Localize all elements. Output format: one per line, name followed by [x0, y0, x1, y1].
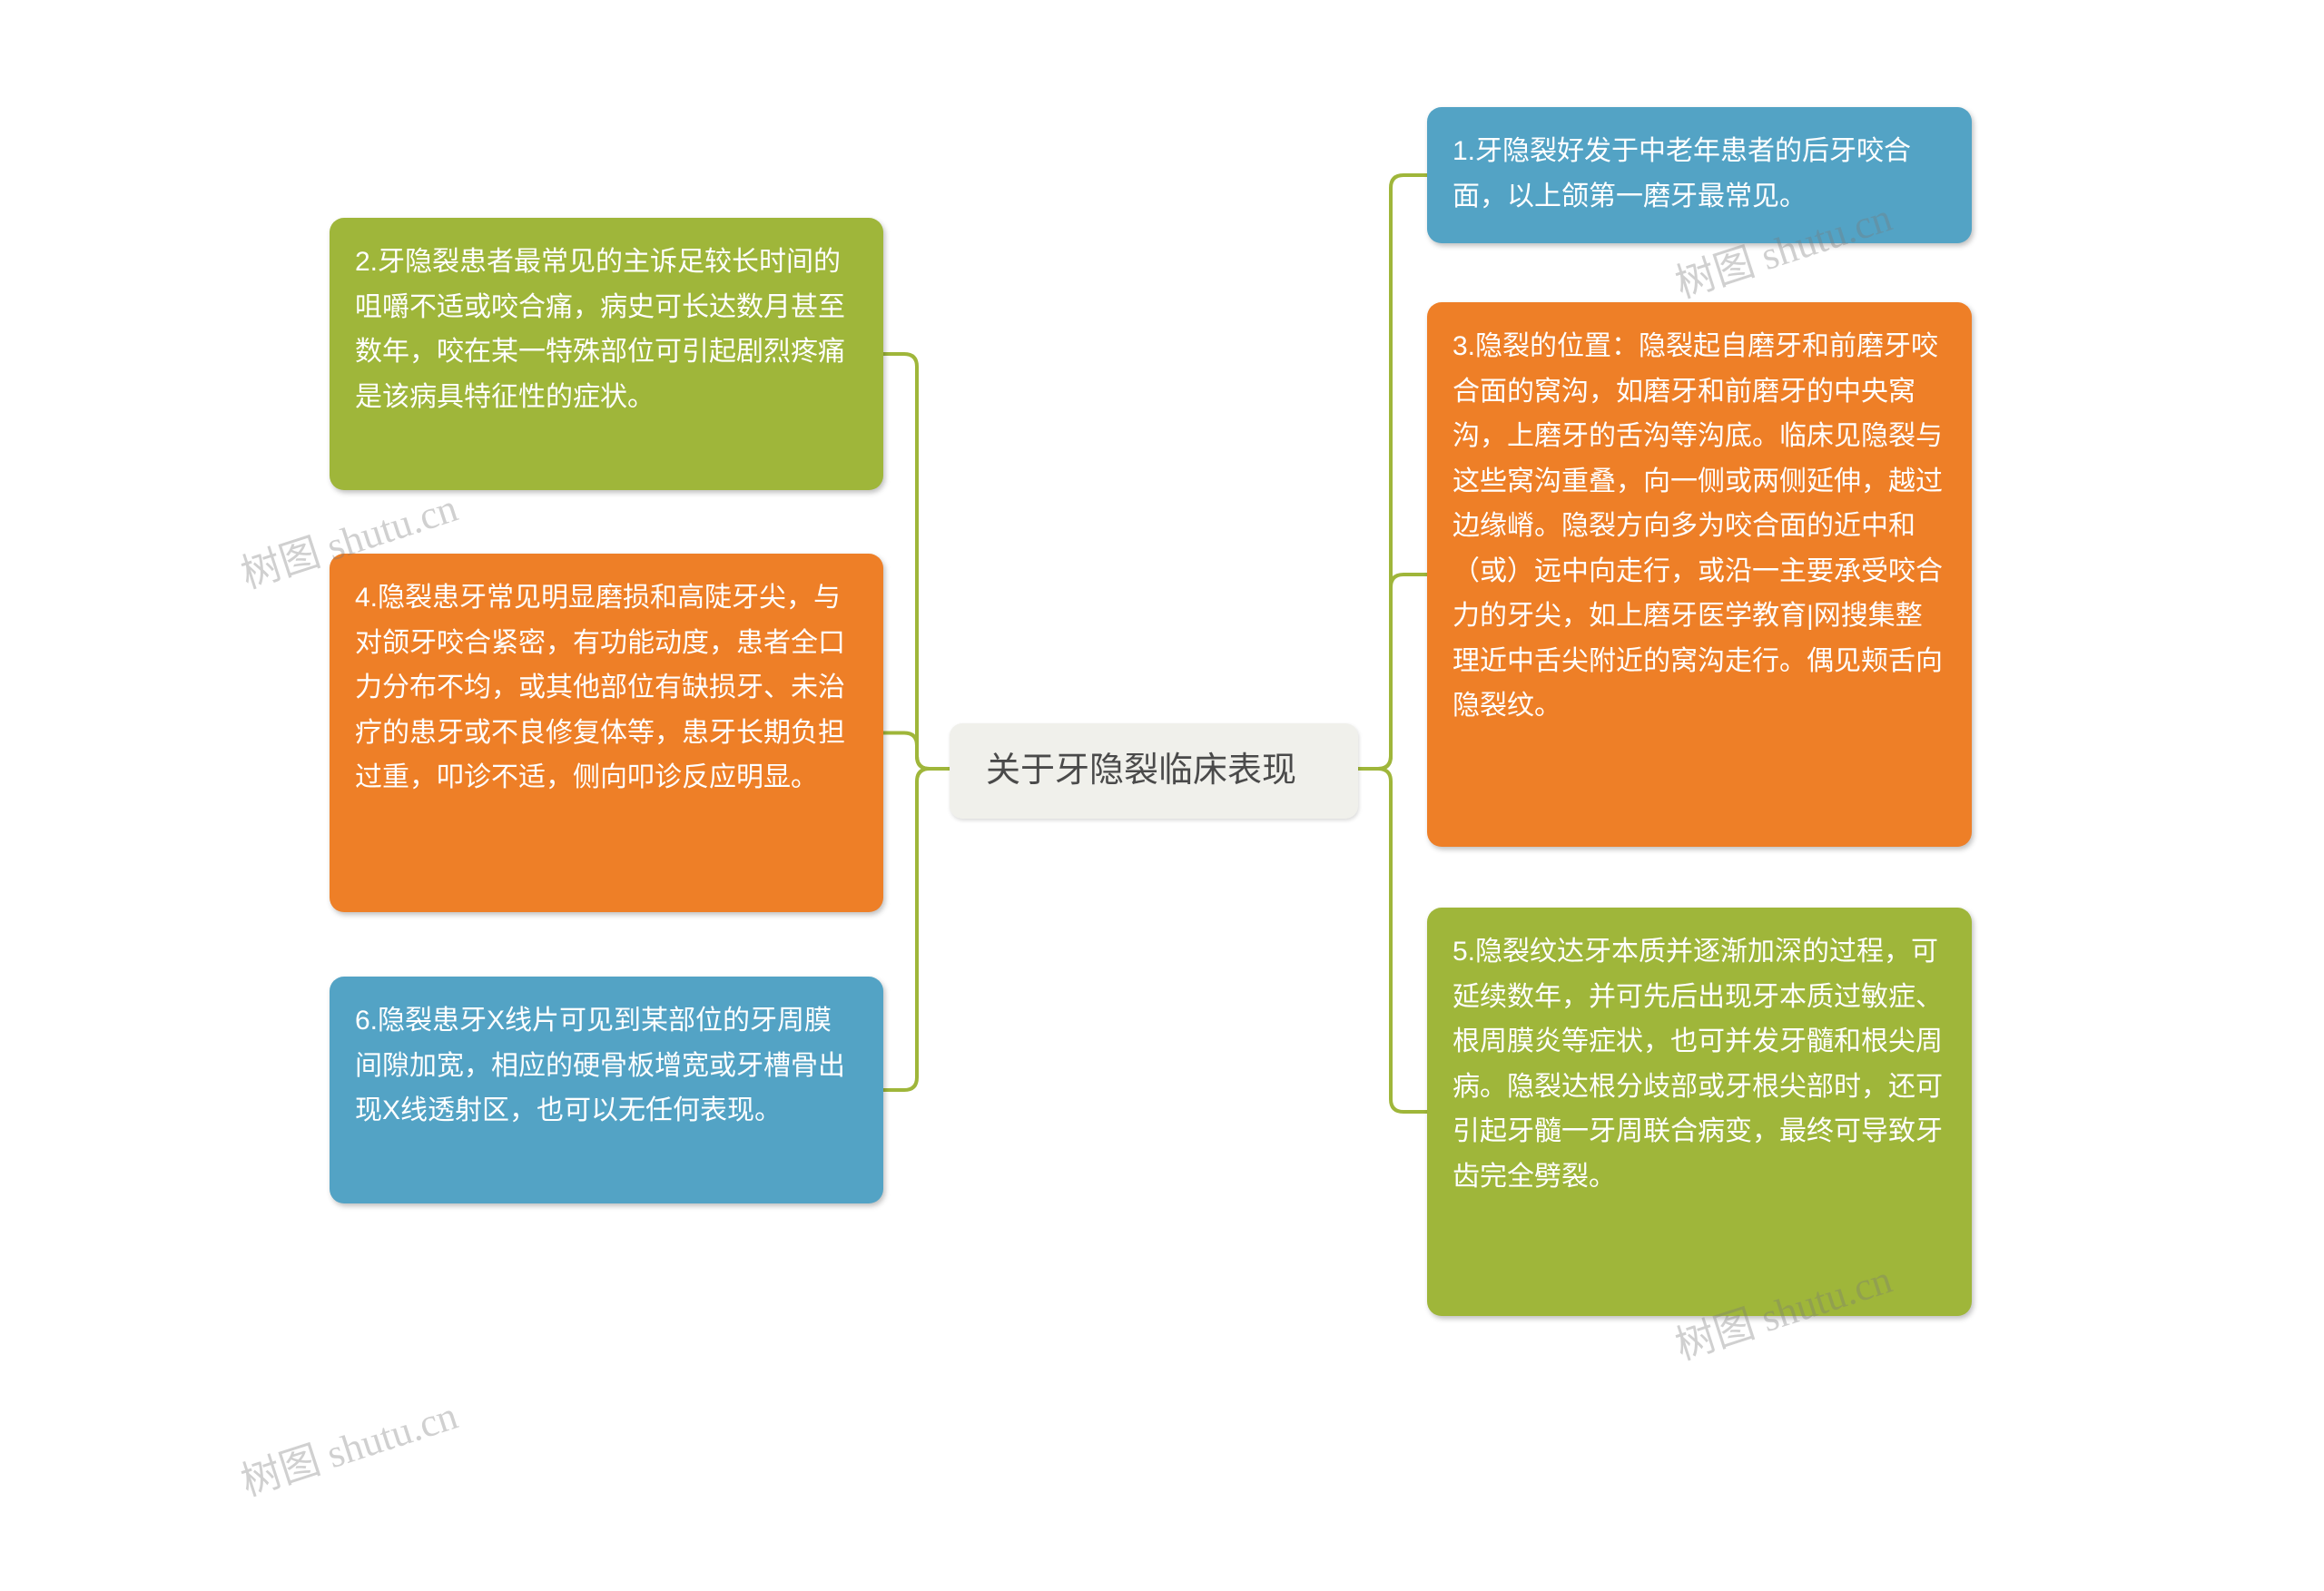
center-node: 关于牙隐裂临床表现 — [950, 723, 1358, 819]
node-2: 2.牙隐裂患者最常见的主诉足较长时间的咀嚼不适或咬合痛，病史可长达数月甚至数年，… — [330, 218, 883, 490]
watermark: 树图 shutu.cn — [232, 1382, 464, 1507]
node-5-text: 5.隐裂纹达牙本质并逐渐加深的过程，可延续数年，并可先后出现牙本质过敏症、根周膜… — [1452, 937, 1943, 1192]
center-text: 关于牙隐裂临床表现 — [986, 751, 1296, 790]
node-5: 5.隐裂纹达牙本质并逐渐加深的过程，可延续数年，并可先后出现牙本质过敏症、根周膜… — [1427, 908, 1972, 1316]
node-3: 3.隐裂的位置：隐裂起自磨牙和前磨牙咬合面的窝沟，如磨牙和前磨牙的中央窝沟，上磨… — [1427, 302, 1972, 847]
node-1: 1.牙隐裂好发于中老年患者的后牙咬合面，以上颌第一磨牙最常见。 — [1427, 107, 1972, 243]
watermark-text: 树图 shutu.cn — [236, 1393, 463, 1505]
node-6: 6.隐裂患牙X线片可见到某部位的牙周膜间隙加宽，相应的硬骨板增宽或牙槽骨出现X线… — [330, 977, 883, 1203]
node-4-text: 4.隐裂患牙常见明显磨损和高陡牙尖，与对颌牙咬合紧密，有功能动度，患者全口力分布… — [355, 583, 845, 792]
node-2-text: 2.牙隐裂患者最常见的主诉足较长时间的咀嚼不适或咬合痛，病史可长达数月甚至数年，… — [355, 247, 845, 412]
node-1-text: 1.牙隐裂好发于中老年患者的后牙咬合面，以上颌第一磨牙最常见。 — [1452, 136, 1911, 211]
mindmap-canvas: 关于牙隐裂临床表现 1.牙隐裂好发于中老年患者的后牙咬合面，以上颌第一磨牙最常见… — [0, 0, 2324, 1591]
node-3-text: 3.隐裂的位置：隐裂起自磨牙和前磨牙咬合面的窝沟，如磨牙和前磨牙的中央窝沟，上磨… — [1452, 331, 1943, 721]
node-4: 4.隐裂患牙常见明显磨损和高陡牙尖，与对颌牙咬合紧密，有功能动度，患者全口力分布… — [330, 554, 883, 912]
node-6-text: 6.隐裂患牙X线片可见到某部位的牙周膜间隙加宽，相应的硬骨板增宽或牙槽骨出现X线… — [355, 1006, 845, 1125]
